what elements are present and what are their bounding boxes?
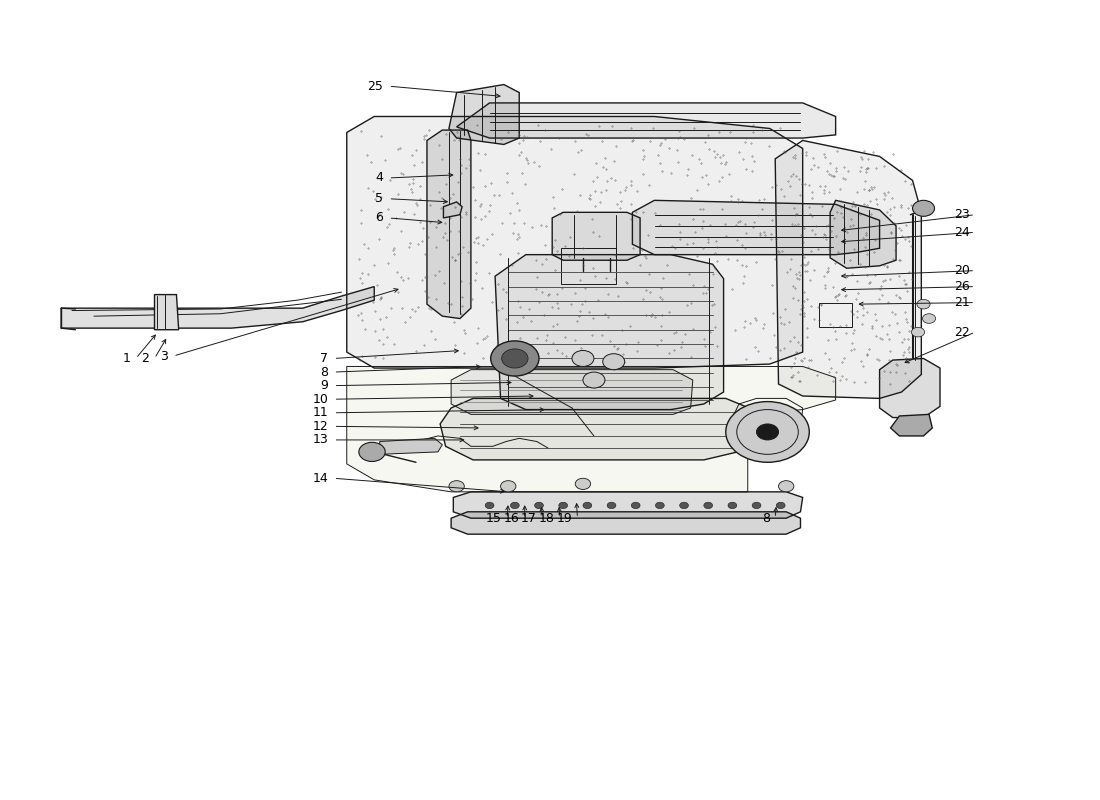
Text: 2: 2 [141,352,149,365]
Text: 23: 23 [954,208,970,222]
Circle shape [510,502,519,509]
Circle shape [359,442,385,462]
Text: 11: 11 [312,406,328,419]
Circle shape [485,502,494,509]
Text: 12: 12 [312,420,328,433]
Circle shape [575,478,591,490]
Polygon shape [632,200,880,254]
Circle shape [917,299,931,309]
Circle shape [583,502,592,509]
Text: 13: 13 [312,434,328,446]
Polygon shape [346,366,836,492]
Polygon shape [427,130,471,318]
Text: 24: 24 [954,226,970,238]
Polygon shape [456,103,836,138]
Text: 15: 15 [486,512,502,525]
Polygon shape [451,512,801,534]
Polygon shape [880,358,940,418]
Circle shape [923,314,936,323]
Polygon shape [830,200,896,268]
Circle shape [500,481,516,492]
Polygon shape [449,85,519,145]
Polygon shape [453,492,803,518]
Polygon shape [154,294,178,330]
Polygon shape [891,414,933,436]
Circle shape [728,502,737,509]
Text: 22: 22 [954,326,970,338]
Circle shape [912,327,925,337]
Circle shape [777,502,785,509]
Text: 18: 18 [539,512,554,525]
Text: 9: 9 [320,379,328,392]
Text: 8: 8 [320,366,328,378]
Circle shape [572,350,594,366]
Text: 20: 20 [954,264,970,277]
Circle shape [631,502,640,509]
Circle shape [704,502,713,509]
Circle shape [535,502,543,509]
Circle shape [491,341,539,376]
Text: 26: 26 [954,280,970,293]
Text: 21: 21 [954,296,970,309]
Text: 14: 14 [312,472,328,485]
Polygon shape [379,438,442,454]
Text: 16: 16 [504,512,519,525]
Circle shape [607,502,616,509]
Polygon shape [495,254,724,410]
Text: 6: 6 [375,211,383,225]
Circle shape [913,200,935,216]
Circle shape [752,502,761,509]
Circle shape [757,424,779,440]
Text: 1: 1 [122,352,130,365]
Polygon shape [62,286,374,328]
Circle shape [583,372,605,388]
Text: 17: 17 [521,512,537,525]
Circle shape [779,481,794,492]
Circle shape [656,502,664,509]
Polygon shape [552,212,640,260]
Text: 3: 3 [160,350,167,362]
Text: 8: 8 [761,512,770,525]
Text: 19: 19 [557,512,572,525]
Polygon shape [451,370,693,414]
Polygon shape [443,202,462,218]
Polygon shape [346,117,803,368]
Polygon shape [776,141,922,398]
Text: 4: 4 [375,171,383,185]
Text: 25: 25 [367,80,383,93]
Circle shape [449,481,464,492]
Circle shape [726,402,810,462]
Polygon shape [440,398,764,460]
Text: 10: 10 [312,393,328,406]
Text: 5: 5 [375,192,383,206]
Circle shape [559,502,568,509]
Circle shape [502,349,528,368]
Circle shape [680,502,689,509]
Text: 7: 7 [320,352,328,365]
Circle shape [603,354,625,370]
